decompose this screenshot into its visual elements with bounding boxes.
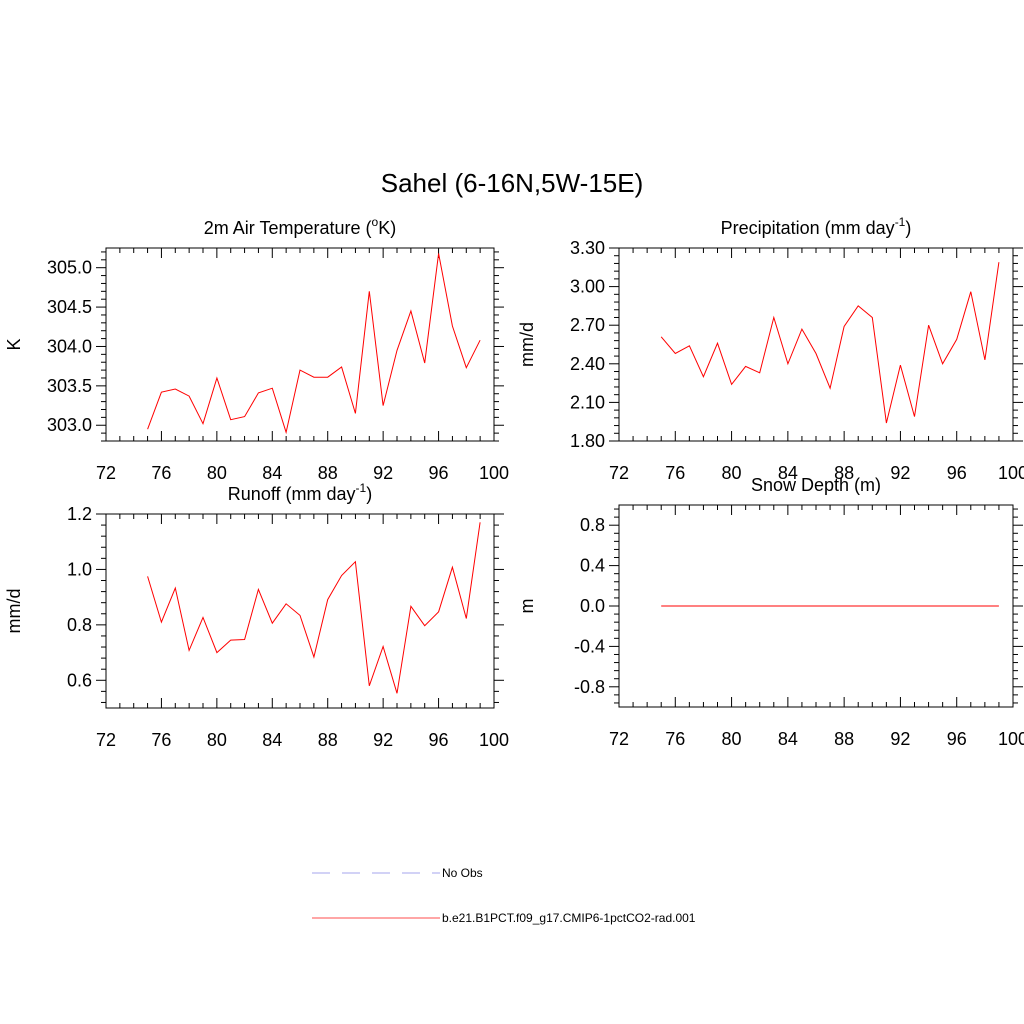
- y-tick-label: 303.5: [47, 376, 92, 396]
- y-tick-label: -0.8: [574, 677, 605, 697]
- y-tick-label: 304.5: [47, 297, 92, 317]
- x-tick-label: 92: [373, 730, 393, 750]
- panel-title: Runoff (mm day-1): [228, 481, 372, 504]
- x-tick-label: 84: [262, 463, 282, 483]
- y-tick-label: 304.0: [47, 336, 92, 356]
- x-tick-label: 72: [609, 729, 629, 749]
- y-tick-label: 0.0: [580, 596, 605, 616]
- x-tick-label: 80: [722, 463, 742, 483]
- y-tick-label: 0.6: [67, 670, 92, 690]
- x-tick-label: 88: [834, 463, 854, 483]
- y-axis-label: K: [4, 338, 24, 350]
- chart-panel-4: Snow Depth (m) m 72 76 80 84 88 92 96 100 -0.8 -0.4…: [517, 475, 1024, 749]
- panels: 2m Air Temperature (oK) K 72 76 80 84 88 92 96 10…: [4, 215, 1024, 750]
- chart-panel-2: Precipitation (mm day-1) mm/d 72 76 80 84 88 92…: [517, 215, 1024, 483]
- y-tick-label: 305.0: [47, 258, 92, 278]
- x-tick-label: 76: [151, 730, 171, 750]
- x-tick-label: 72: [96, 463, 116, 483]
- x-tick-label: 88: [318, 730, 338, 750]
- chart-panel-1: 2m Air Temperature (oK) K 72 76 80 84 88 92 96 10…: [4, 215, 509, 483]
- y-tick-label: 2.10: [570, 392, 605, 412]
- series-line: [147, 522, 481, 694]
- x-tick-label: 100: [479, 463, 509, 483]
- x-tick-label: 72: [609, 463, 629, 483]
- x-tick-label: 80: [207, 730, 227, 750]
- x-tick-label: 84: [778, 463, 798, 483]
- y-tick-label: 0.8: [580, 515, 605, 535]
- x-tick-label: 100: [479, 730, 509, 750]
- y-tick-label: -0.4: [574, 636, 605, 656]
- y-tick-label: 2.40: [570, 354, 605, 374]
- legend: No Obs b.e21.B1PCT.f09_g17.CMIP6-1pctCO2-…: [312, 866, 696, 925]
- x-tick-label: 96: [429, 730, 449, 750]
- y-tick-label: 3.30: [570, 238, 605, 258]
- x-tick-label: 92: [373, 463, 393, 483]
- x-tick-label: 80: [207, 463, 227, 483]
- x-tick-label: 76: [665, 463, 685, 483]
- series-line: [147, 253, 481, 435]
- plot-frame: [105, 513, 495, 709]
- x-tick-label: 92: [890, 729, 910, 749]
- series-line: [660, 262, 1000, 424]
- x-tick-label: 100: [998, 729, 1024, 749]
- y-tick-label: 1.2: [67, 504, 92, 524]
- x-tick-label: 96: [947, 729, 967, 749]
- x-tick-label: 96: [947, 463, 967, 483]
- y-axis-label: mm/d: [4, 589, 24, 634]
- y-axis-label: m: [517, 599, 537, 614]
- x-tick-label: 72: [96, 730, 116, 750]
- y-tick-label: 1.0: [67, 559, 92, 579]
- figure-title: Sahel (6-16N,5W-15E): [381, 168, 644, 198]
- x-tick-label: 96: [429, 463, 449, 483]
- y-tick-label: 0.4: [580, 556, 605, 576]
- panel-title: Snow Depth (m): [751, 475, 881, 495]
- x-tick-label: 88: [318, 463, 338, 483]
- legend-label: No Obs: [442, 866, 483, 880]
- y-tick-label: 3.00: [570, 277, 605, 297]
- y-tick-label: 0.8: [67, 615, 92, 635]
- x-tick-label: 76: [151, 463, 171, 483]
- y-tick-label: 1.80: [570, 431, 605, 451]
- x-tick-label: 76: [665, 729, 685, 749]
- panel-title: Precipitation (mm day-1): [721, 215, 912, 238]
- panel-title: 2m Air Temperature (oK): [204, 215, 396, 238]
- y-tick-label: 2.70: [570, 315, 605, 335]
- x-tick-label: 92: [890, 463, 910, 483]
- y-axis-label: mm/d: [517, 322, 537, 367]
- y-tick-label: 303.0: [47, 415, 92, 435]
- x-tick-label: 88: [834, 729, 854, 749]
- x-tick-label: 100: [998, 463, 1024, 483]
- x-tick-label: 84: [262, 730, 282, 750]
- x-tick-label: 80: [722, 729, 742, 749]
- chart-panel-3: Runoff (mm day-1) mm/d 72 76 80 84 88 92 96 100 0.…: [4, 481, 509, 750]
- legend-label: b.e21.B1PCT.f09_g17.CMIP6-1pctCO2-rad.00…: [442, 911, 696, 925]
- x-tick-label: 84: [778, 729, 798, 749]
